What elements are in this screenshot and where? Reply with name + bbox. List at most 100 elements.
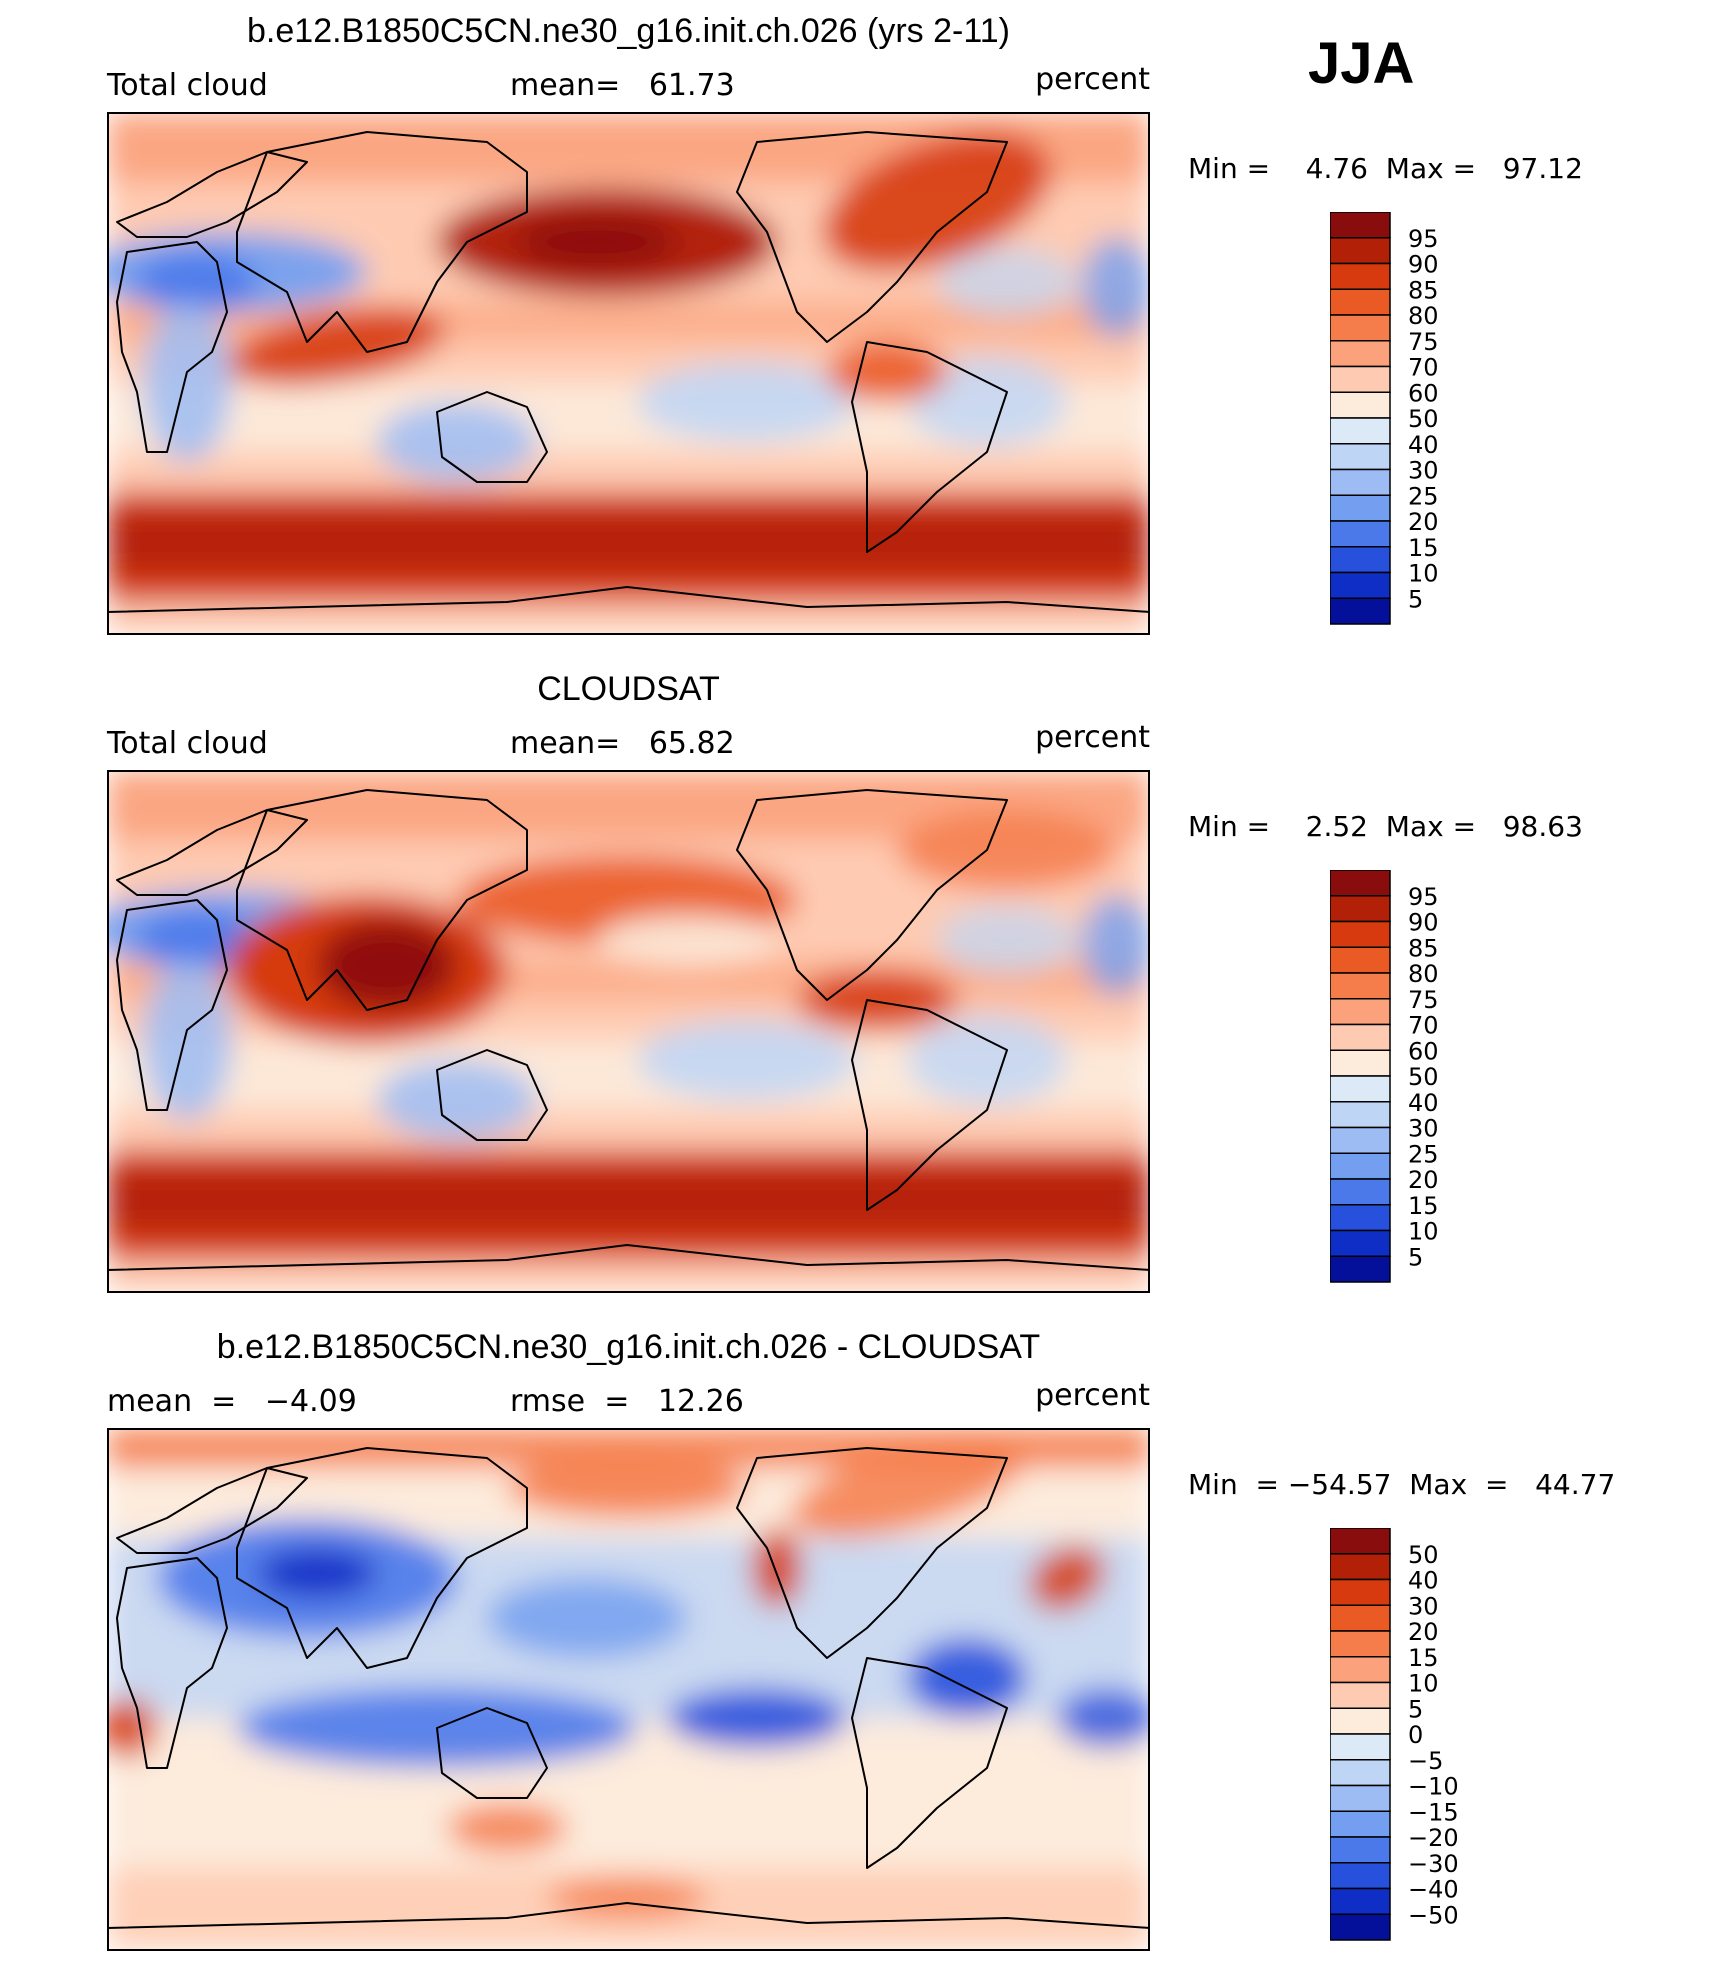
colorbar-swatch	[1330, 1887, 1391, 1915]
australia-region	[377, 402, 537, 482]
colorbar-tick-label: 15	[1408, 534, 1439, 562]
colorbar-tick-label: 90	[1408, 251, 1439, 279]
colorbar-swatch	[1330, 1152, 1391, 1180]
colorbar-swatch	[1330, 1604, 1391, 1632]
colorbar-swatch	[1330, 1229, 1391, 1257]
colorbar-tick-label: 85	[1408, 276, 1439, 304]
colorbar-tick-label: 20	[1408, 1166, 1439, 1194]
asia-coastline	[236, 1447, 528, 1669]
colorbar-tick-label: 75	[1408, 328, 1439, 356]
colorbar-swatch	[1330, 494, 1391, 522]
north-america-region	[937, 247, 1077, 317]
africa-coastline	[116, 1557, 228, 1769]
colorbar-swatch	[1330, 546, 1391, 574]
east-pacific-cloud	[827, 342, 947, 402]
colorbar-swatch	[1330, 212, 1391, 239]
colorbar-swatch	[1330, 1049, 1391, 1077]
colorbar-swatch	[1330, 1528, 1391, 1555]
colorbar-swatch	[1330, 1255, 1391, 1283]
colorbar-swatch	[1330, 870, 1391, 897]
south-pacific-region	[637, 1020, 857, 1100]
colorbar-tick-label: 10	[1408, 560, 1439, 588]
colorbar-tick-label: 70	[1408, 1012, 1439, 1040]
colorbar-tick-label: 95	[1408, 225, 1439, 253]
atlantic-negative-bias	[1057, 1688, 1150, 1748]
panel-difference: b.e12.B1850C5CN.ne30_g16.init.ch.026 - C…	[0, 1328, 1710, 1986]
field-label: Total cloud	[107, 68, 268, 103]
colorbar-tick-label: 0	[1408, 1721, 1423, 1749]
colorbar-swatch	[1330, 417, 1391, 445]
north-pacific-positive-bias	[507, 1458, 747, 1518]
atlantic-region	[1082, 895, 1150, 995]
units-label: percent	[1035, 62, 1150, 97]
south-america-coastline	[851, 1657, 1008, 1869]
africa-coastline	[116, 241, 228, 453]
colorbar-tick-label: 30	[1408, 1115, 1439, 1143]
atlantic-positive-bias	[1029, 1545, 1105, 1611]
california-positive-bias	[752, 1528, 802, 1608]
colorbar-tick-label: 50	[1408, 405, 1439, 433]
colorbar-tick-label: 80	[1408, 302, 1439, 330]
colorbar-swatch	[1330, 571, 1391, 599]
panel-title: CLOUDSAT	[537, 670, 720, 708]
panel-cloudsat: CLOUDSAT Total cloud mean= 65.82 percent…	[0, 670, 1710, 1328]
south-america-region	[907, 1015, 1067, 1105]
colorbar-tick-label: 5	[1408, 1243, 1423, 1271]
india-monsoon-cloud	[228, 307, 446, 387]
map-frame	[107, 1428, 1150, 1951]
west-pacific-negative-bias	[487, 1578, 687, 1658]
coastlines	[107, 789, 1150, 1271]
colorbar-tick-label: −10	[1408, 1773, 1459, 1801]
north-america-coastline	[736, 131, 1008, 343]
antarctica-coastline	[107, 1902, 1150, 1929]
colorbar-tick-label: 50	[1408, 1063, 1439, 1091]
south-america-coastline	[851, 999, 1008, 1211]
colorbar-tick-label: 75	[1408, 986, 1439, 1014]
map-frame	[107, 112, 1150, 635]
colorbar-swatch	[1330, 1862, 1391, 1890]
colorbar-tick-label: −15	[1408, 1798, 1459, 1826]
colorbar-tick-label: 15	[1408, 1644, 1439, 1672]
colorbar-swatch	[1330, 1656, 1391, 1684]
colorbar-swatch	[1330, 1126, 1391, 1154]
colorbar-swatch	[1330, 1553, 1391, 1581]
colorbar-swatch	[1330, 1178, 1391, 1206]
colorbar-tick-label: 80	[1408, 960, 1439, 988]
africa-region	[142, 960, 232, 1120]
colorbar-tick-label: 30	[1408, 1592, 1439, 1620]
field-layer	[107, 770, 1150, 1293]
colorbar-swatch	[1330, 1733, 1391, 1761]
asia-coastline	[236, 131, 528, 353]
sahara-dry-region	[137, 252, 257, 312]
mean-label: mean= 65.82	[510, 726, 735, 761]
min-max-label: Min = 2.52 Max = 98.63	[1188, 810, 1583, 843]
colorbar-swatch	[1330, 920, 1391, 948]
mean-label: mean= 61.73	[510, 68, 735, 103]
min-max-label: Min = −54.57 Max = 44.77	[1188, 1468, 1616, 1501]
north-pacific-cloud	[517, 217, 677, 267]
colorbar-tick-label: 5	[1408, 585, 1423, 613]
season-label: JJA	[1308, 31, 1415, 96]
europe-coastline	[116, 151, 308, 238]
difference-map	[107, 1428, 1150, 1951]
colorbar-swatch	[1330, 895, 1391, 923]
colorbar-swatch	[1330, 314, 1391, 342]
east-pacific-cloud	[797, 970, 957, 1030]
colorbar-tick-label: −40	[1408, 1876, 1459, 1904]
south-pacific-region	[637, 362, 857, 442]
north-atlantic-cloud	[897, 810, 1117, 890]
min-max-label: Min = 4.76 Max = 97.12	[1188, 152, 1583, 185]
colorbar-tick-label: 40	[1408, 1567, 1439, 1595]
colorbar-tick-label: 20	[1408, 1618, 1439, 1646]
colorbar-swatch	[1330, 998, 1391, 1026]
colorbar-tick-label: 25	[1408, 482, 1439, 510]
colorbar-swatch	[1330, 1913, 1391, 1941]
colorbar-tick-label: 85	[1408, 934, 1439, 962]
europe-coastline	[116, 1467, 308, 1554]
sahara-dry-region	[137, 910, 257, 970]
south-america-region	[907, 357, 1067, 447]
colorbar-tick-label: 10	[1408, 1670, 1439, 1698]
colorbar-swatch	[1330, 946, 1391, 974]
map-frame	[107, 770, 1150, 1293]
